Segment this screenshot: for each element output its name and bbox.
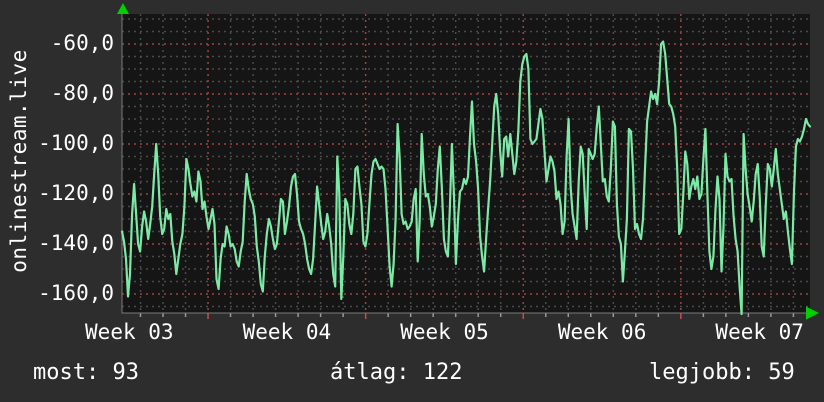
y-axis-tick-label: -60,0 (50, 31, 114, 55)
stat-average: átlag: 122 (330, 360, 463, 385)
y-axis-tick-label: -140,0 (38, 231, 114, 255)
x-axis-tick-label: Week 07 (715, 320, 804, 344)
grid (122, 14, 810, 313)
x-axis-tick-label: Week 04 (242, 320, 332, 344)
y-axis-tick-label: -80,0 (50, 81, 114, 105)
x-axis-ticks (139, 313, 795, 319)
y-axis-up-arrow-icon (117, 3, 129, 14)
y-axis-tick-label: -120,0 (38, 181, 114, 205)
stat-best: legjobb: 59 (649, 360, 795, 385)
data-line-series (120, 40, 812, 316)
x-axis-tick-label: Week 05 (400, 320, 489, 344)
y-axis-tick-label: -100,0 (38, 131, 114, 155)
x-axis-tick-label: Week 03 (85, 320, 174, 344)
x-axis-tick-label: Week 06 (557, 320, 647, 344)
y-axis-tick-label: -160,0 (38, 281, 114, 305)
stat-current: most: 93 (33, 360, 139, 385)
x-axis-right-arrow-icon (806, 306, 819, 320)
